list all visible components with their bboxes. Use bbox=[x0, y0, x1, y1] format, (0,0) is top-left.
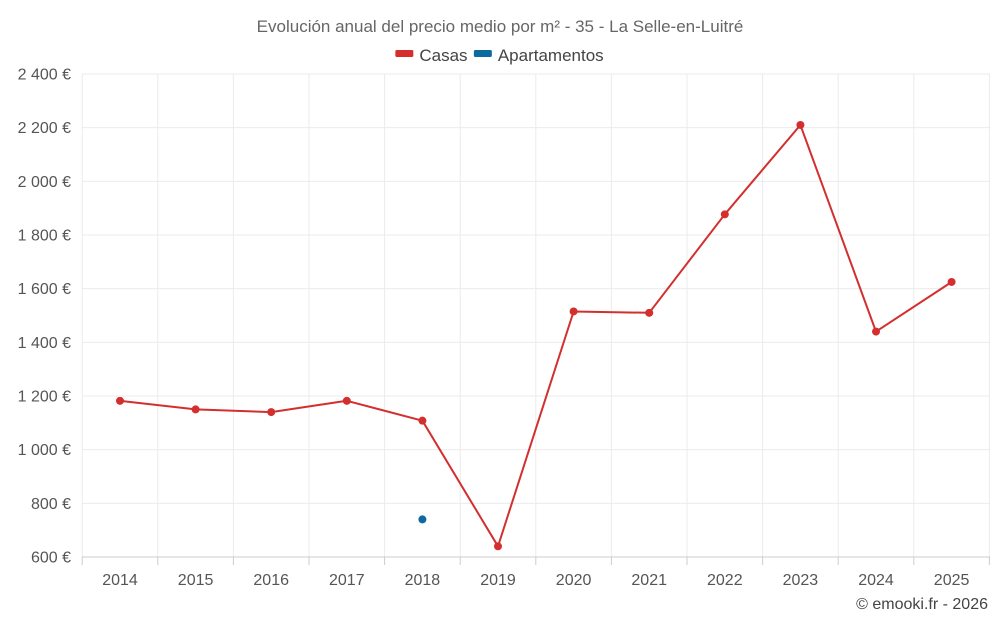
y-tick-label: 2 000 € bbox=[18, 174, 71, 191]
x-tick-label: 2024 bbox=[858, 572, 894, 589]
chart-title: Evolución anual del precio medio por m² … bbox=[257, 17, 744, 36]
data-point-casas[interactable] bbox=[494, 542, 502, 551]
data-point-casas[interactable] bbox=[267, 408, 276, 417]
data-point-casas[interactable] bbox=[947, 277, 956, 286]
series-apartamentos bbox=[418, 515, 427, 524]
y-tick-label: 800 € bbox=[31, 496, 71, 513]
x-tick-label: 2023 bbox=[783, 572, 819, 589]
legend-label: Casas bbox=[419, 46, 467, 65]
legend-label: Apartamentos bbox=[498, 46, 604, 65]
data-point-casas[interactable] bbox=[569, 307, 578, 316]
x-tick-label: 2025 bbox=[934, 572, 970, 589]
x-tick-label: 2019 bbox=[480, 572, 516, 589]
x-tick-label: 2021 bbox=[631, 572, 667, 589]
y-tick-label: 2 200 € bbox=[18, 120, 71, 137]
legend[interactable]: Casas Apartamentos bbox=[395, 46, 604, 65]
legend-swatch bbox=[395, 50, 414, 57]
x-tick-label: 2015 bbox=[178, 572, 214, 589]
x-tick-label: 2020 bbox=[556, 572, 592, 589]
y-tick-label: 1 400 € bbox=[18, 335, 71, 352]
data-point-casas[interactable] bbox=[418, 416, 427, 425]
grid-layer bbox=[81, 73, 990, 558]
x-tick-label: 2018 bbox=[405, 572, 441, 589]
data-point-casas[interactable] bbox=[116, 396, 124, 405]
data-point-casas[interactable] bbox=[796, 120, 805, 129]
x-tick-label: 2022 bbox=[707, 572, 743, 589]
x-tick-label: 2014 bbox=[102, 572, 138, 589]
legend-swatch bbox=[473, 50, 492, 57]
y-tick-label: 1 600 € bbox=[18, 281, 71, 298]
series-casas bbox=[116, 120, 956, 551]
y-tick-label: 1 800 € bbox=[18, 228, 71, 245]
credit-text: © emooki.fr - 2026 bbox=[856, 596, 988, 613]
y-tick-label: 600 € bbox=[31, 550, 71, 567]
series-layer bbox=[116, 120, 956, 551]
data-point-apartamentos[interactable] bbox=[418, 515, 427, 524]
y-tick-label: 2 400 € bbox=[18, 67, 71, 84]
data-point-casas[interactable] bbox=[720, 210, 729, 219]
data-point-casas[interactable] bbox=[872, 327, 880, 336]
data-point-casas[interactable] bbox=[645, 308, 654, 317]
series-line-casas bbox=[119, 124, 953, 548]
y-tick-label: 1 200 € bbox=[18, 389, 71, 406]
legend-item-apartamentos[interactable]: Apartamentos bbox=[473, 46, 604, 65]
axis-layer: 600 € 800 € 1 000 € 1 200 € 1 400 € 1 600 € 1 … bbox=[18, 67, 990, 589]
y-tick-label: 1 000 € bbox=[18, 442, 71, 459]
x-tick-label: 2017 bbox=[329, 572, 365, 589]
data-point-casas[interactable] bbox=[191, 405, 200, 414]
x-tick-label: 2016 bbox=[253, 572, 289, 589]
data-point-casas[interactable] bbox=[342, 396, 351, 405]
legend-item-casas[interactable]: Casas bbox=[395, 46, 468, 65]
